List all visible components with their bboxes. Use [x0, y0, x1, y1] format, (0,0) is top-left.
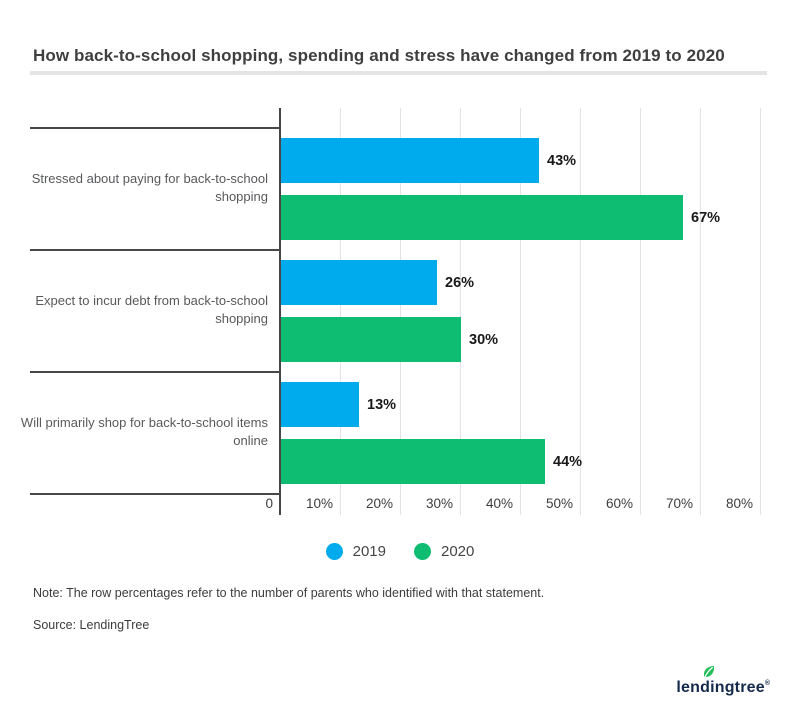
- value-axis-tick-label: 60%: [605, 496, 633, 511]
- value-axis-tick-label: 20%: [365, 496, 393, 511]
- value-axis-baseline: [279, 108, 281, 515]
- legend-label: 2019: [352, 543, 386, 560]
- bar-2019: [281, 382, 359, 427]
- title-divider: [30, 71, 767, 75]
- bar-2020: [281, 195, 683, 240]
- gridline: [520, 108, 521, 515]
- lendingtree-logo: lendingtree®: [676, 665, 770, 700]
- gridline: [580, 108, 581, 515]
- chart-note: Note: The row percentages refer to the n…: [33, 586, 545, 600]
- value-axis-tick-label: 40%: [485, 496, 513, 511]
- bar-2020: [281, 439, 545, 484]
- chart-source: Source: LendingTree: [33, 618, 150, 632]
- category-separator: [30, 371, 280, 373]
- bar-value-label: 67%: [691, 209, 721, 226]
- category-label: Expect to incur debt from back-to-school…: [35, 293, 268, 326]
- category-label: Will primarily shop for back-to-school i…: [20, 415, 268, 448]
- category-separator: [30, 249, 280, 251]
- lendingtree-logo-text: lendingtree: [676, 679, 765, 696]
- bar-value-label: 30%: [469, 331, 499, 348]
- chart-title: How back-to-school shopping, spending an…: [33, 46, 725, 66]
- category-label: Stressed about paying for back-to-school…: [31, 171, 268, 204]
- legend-dot-icon: [325, 543, 343, 560]
- category-separator: [30, 127, 280, 129]
- bar-value-label: 26%: [445, 274, 475, 291]
- bar-2020: [281, 317, 461, 362]
- legend-item-2020: 2020: [414, 543, 474, 560]
- gridline: [700, 108, 701, 515]
- gridline: [640, 108, 641, 515]
- gridline: [340, 108, 341, 515]
- value-axis-tick-label: 80%: [725, 496, 753, 511]
- bar-2019: [281, 138, 539, 183]
- gridline: [760, 108, 761, 515]
- chart-legend: 2019 2020: [0, 543, 800, 560]
- bar-value-label: 13%: [367, 396, 397, 413]
- category-separator: [30, 493, 280, 495]
- legend-item-2019: 2019: [325, 543, 386, 560]
- bar-value-label: 43%: [547, 152, 577, 169]
- value-axis-tick-label: 50%: [545, 496, 573, 511]
- plot-grid: [0, 108, 800, 515]
- value-axis-tick-label: 70%: [665, 496, 693, 511]
- value-axis-tick-label: 10%: [305, 496, 333, 511]
- value-axis-tick-label: 30%: [425, 496, 453, 511]
- lendingtree-leaf-icon: [704, 665, 715, 678]
- bar-value-label: 44%: [553, 453, 583, 470]
- legend-label: 2020: [441, 543, 475, 560]
- registered-mark: ®: [764, 680, 770, 687]
- bar-2019: [281, 260, 437, 305]
- plot-rows: Stressed about paying for back-to-school…: [0, 127, 800, 495]
- gridline: [400, 108, 401, 515]
- legend-dot-icon: [414, 543, 431, 560]
- value-axis-tick-label: 0: [265, 496, 273, 511]
- gridline: [460, 108, 461, 515]
